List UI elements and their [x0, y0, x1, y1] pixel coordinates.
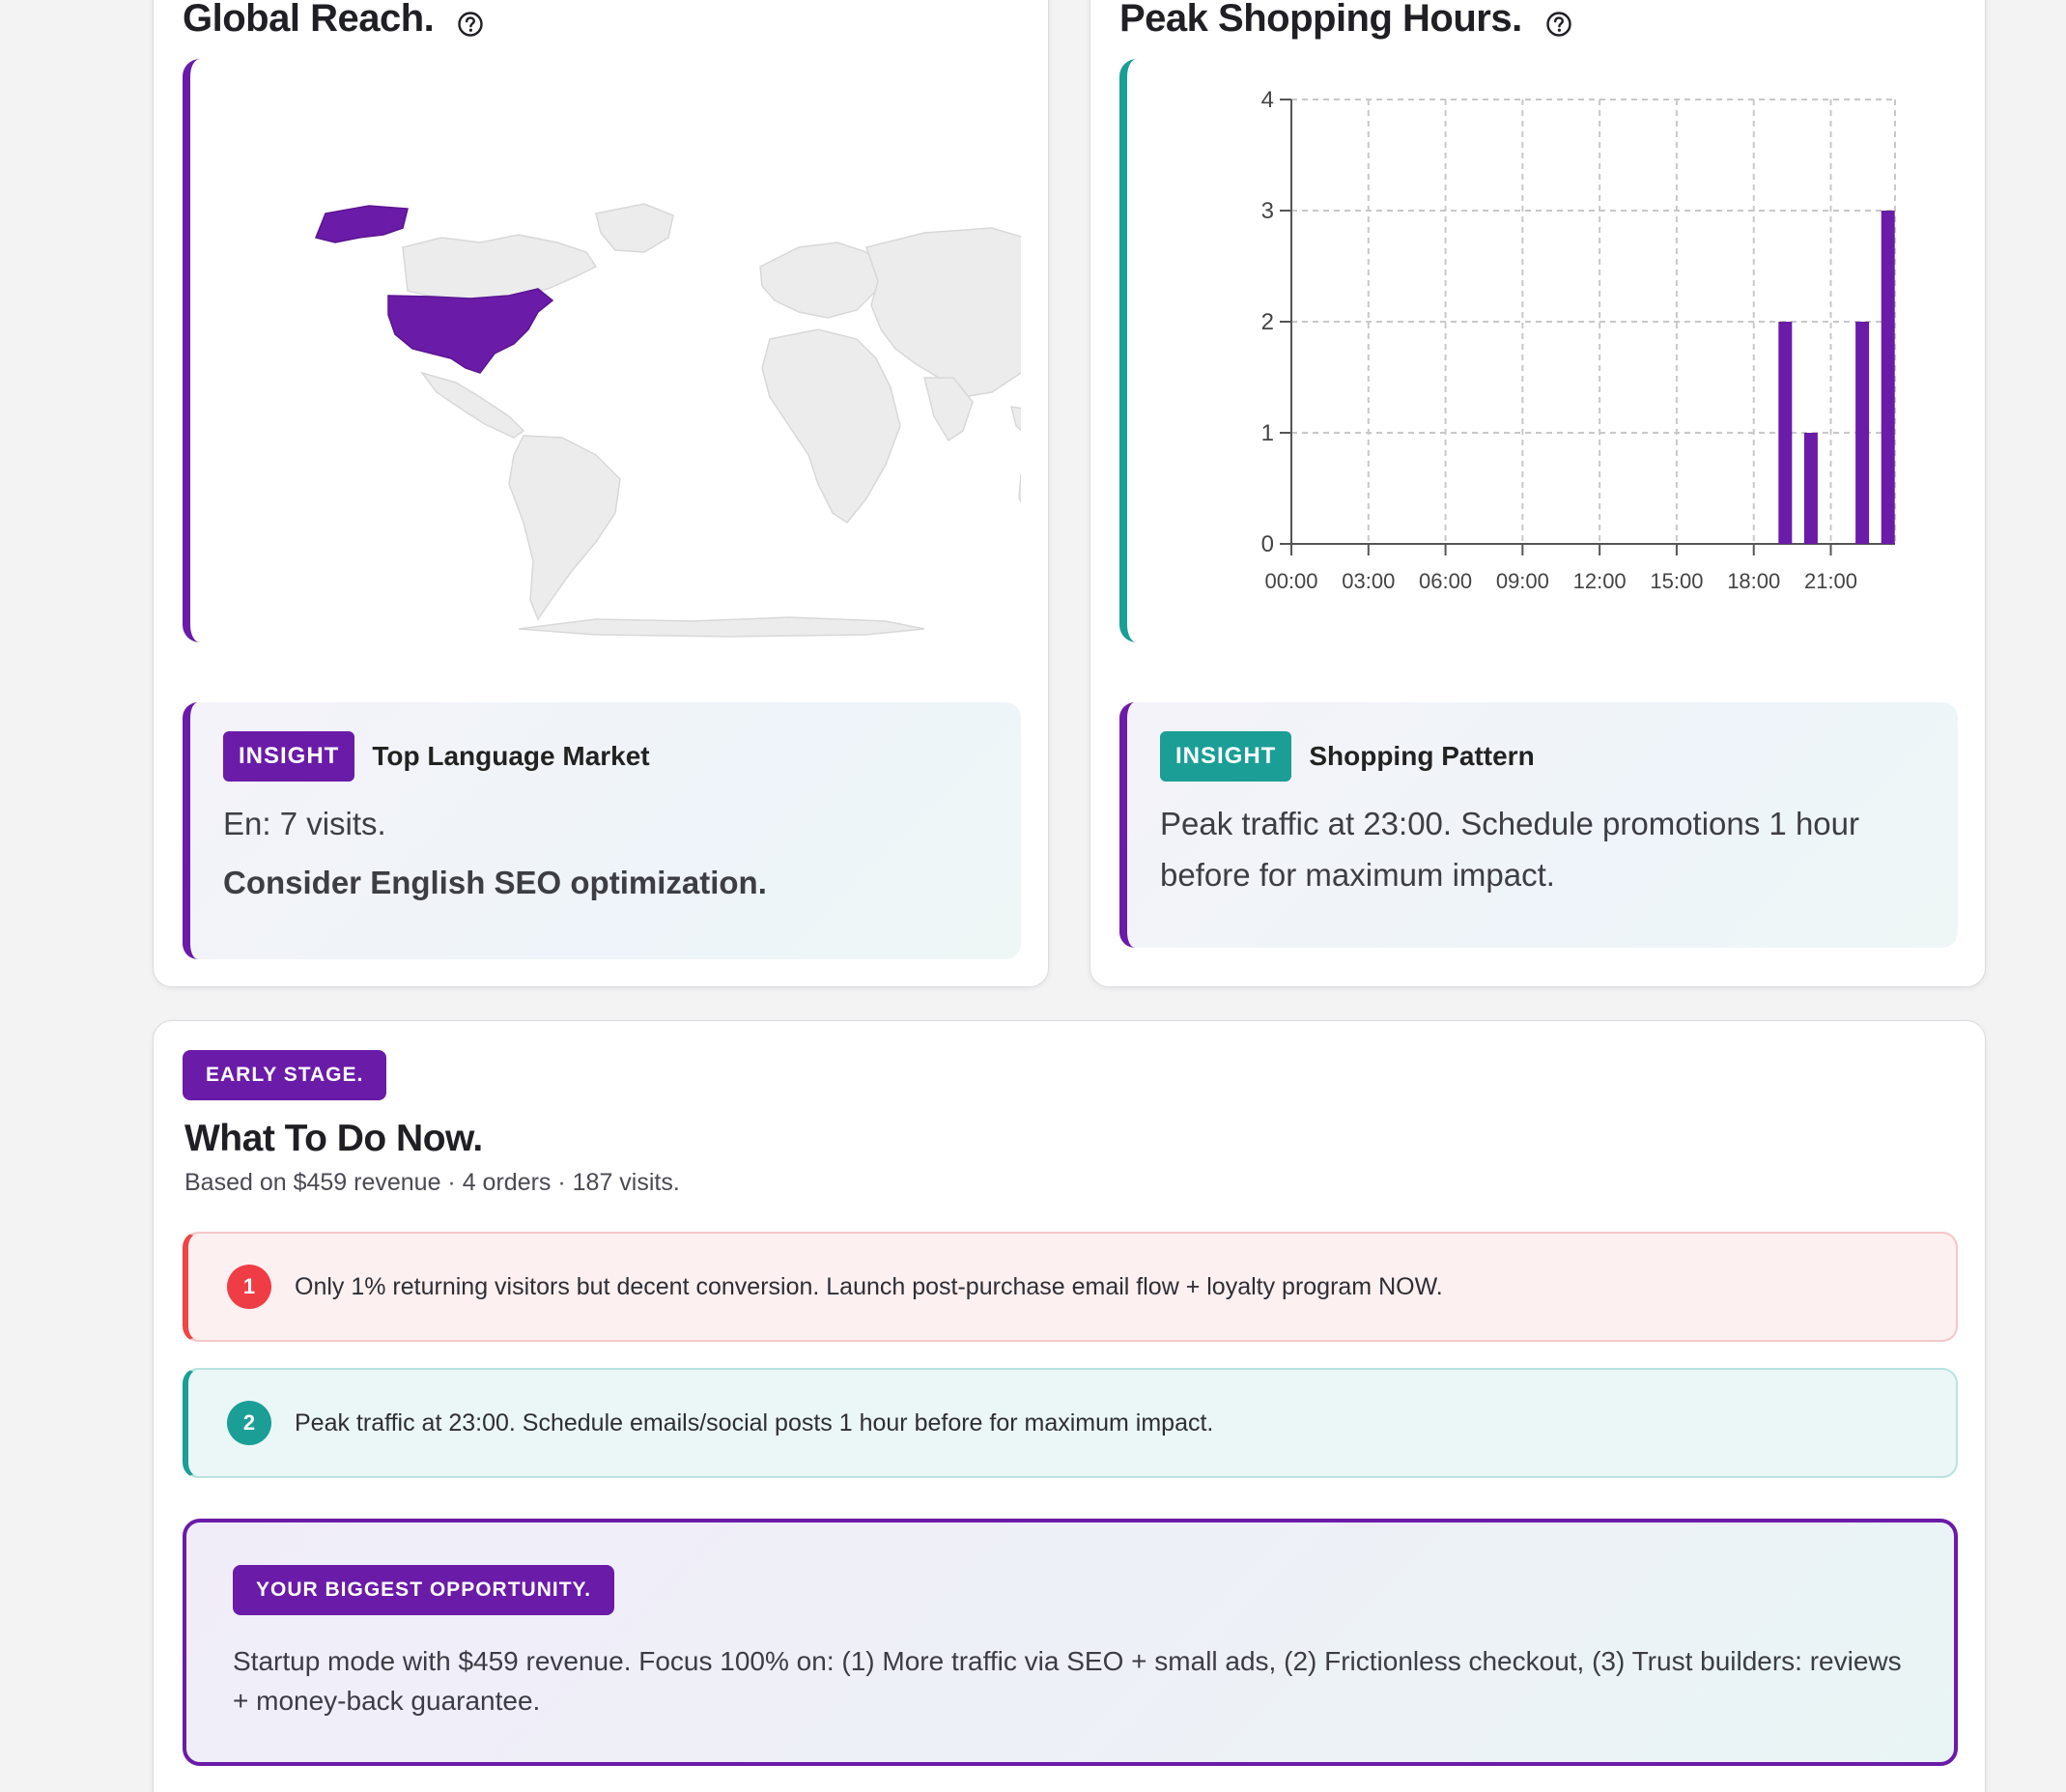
x-tick-label: 06:00	[1419, 569, 1472, 593]
x-tick-label: 18:00	[1727, 569, 1780, 593]
action-text: Only 1% returning visitors but decent co…	[295, 1272, 1443, 1300]
question-circle-icon[interactable]	[1545, 11, 1572, 38]
action-number-badge: 2	[227, 1401, 271, 1445]
what-to-do-subtitle: Based on $459 revenue · 4 orders · 187 v…	[184, 1169, 680, 1196]
action-number-badge: 1	[227, 1265, 271, 1309]
peak-hours-title: Peak Shopping Hours.	[1119, 0, 1522, 40]
map-canada	[402, 234, 598, 299]
chart-bar[interactable]	[1803, 433, 1818, 544]
map-antarctica	[518, 616, 925, 638]
question-circle-icon[interactable]	[457, 11, 484, 38]
chart-bars	[1778, 211, 1895, 544]
peak-hours-insight: INSIGHT Shopping Pattern Peak traffic at…	[1119, 702, 1958, 948]
map-australia	[1018, 463, 1048, 528]
world-map-panel	[183, 59, 1048, 642]
y-tick-label: 1	[1261, 420, 1274, 446]
insight-title: Top Language Market	[372, 741, 650, 771]
map-alaska	[314, 205, 409, 243]
insight-header: INSIGHT Top Language Market	[223, 731, 988, 782]
map-india	[923, 377, 974, 442]
map-central-america	[420, 371, 525, 439]
map-usa-highlight	[314, 205, 554, 374]
chart-bar[interactable]	[1855, 322, 1870, 544]
peak-hours-chart[interactable]: 0 1 2 3 4 00:00 03:00 06:00 09:00 12:00 15:00 18:00…	[1127, 59, 1958, 642]
biggest-opportunity-panel: YOUR BIGGEST OPPORTUNITY. Startup mode w…	[183, 1519, 1958, 1766]
opportunity-badge: YOUR BIGGEST OPPORTUNITY.	[233, 1565, 615, 1615]
chart-bar[interactable]	[1778, 322, 1793, 544]
x-tick-label: 03:00	[1342, 569, 1395, 593]
map-africa	[761, 328, 901, 525]
chart-bar[interactable]	[1881, 211, 1895, 544]
y-tick-label: 0	[1261, 531, 1274, 557]
x-tick-label: 00:00	[1264, 569, 1317, 593]
action-text: Peak traffic at 23:00. Schedule emails/s…	[295, 1408, 1214, 1436]
y-tick-label: 3	[1261, 198, 1274, 224]
insight-badge: INSIGHT	[1160, 731, 1292, 782]
insight-line-visits: En: 7 visits.	[223, 806, 386, 841]
peak-hours-card: Peak Shopping Hours. 0 1 2 3 4 00:00 03:00 06:0…	[1090, 0, 1986, 987]
chart-axes	[1280, 99, 1895, 555]
x-tick-label: 15:00	[1650, 569, 1703, 593]
insight-header: INSIGHT Shopping Pattern	[1160, 731, 1925, 782]
opportunity-text: Startup mode with $459 revenue. Focus 10…	[233, 1646, 1902, 1716]
action-item-1[interactable]: 1 Only 1% returning visitors but decent …	[183, 1232, 1958, 1342]
map-south-america	[508, 435, 621, 621]
global-reach-insight: INSIGHT Top Language Market En: 7 visits…	[183, 702, 1021, 959]
insight-pattern-text: Peak traffic at 23:00. Schedule promotio…	[1160, 806, 1860, 893]
map-se-asia	[1009, 406, 1048, 444]
map-europe	[759, 242, 887, 319]
stage-badge: EARLY STAGE.	[183, 1050, 387, 1100]
what-to-do-card: EARLY STAGE. What To Do Now. Based on $4…	[153, 1020, 1986, 1792]
insight-title: Shopping Pattern	[1309, 741, 1535, 771]
world-map[interactable]	[190, 59, 1048, 642]
map-greenland	[595, 203, 674, 253]
action-item-2[interactable]: 2 Peak traffic at 23:00. Schedule emails…	[183, 1368, 1958, 1478]
map-asia	[865, 227, 1048, 398]
global-reach-title-row: Global Reach.	[183, 0, 484, 41]
peak-hours-chart-panel: 0 1 2 3 4 00:00 03:00 06:00 09:00 12:00 15:00 18:00…	[1119, 59, 1958, 642]
peak-hours-title-row: Peak Shopping Hours.	[1119, 0, 1572, 41]
x-tick-label: 09:00	[1496, 569, 1549, 593]
chart-grid	[1290, 99, 1896, 544]
insight-badge: INSIGHT	[223, 731, 355, 782]
y-tick-label: 2	[1261, 309, 1274, 335]
global-reach-title: Global Reach.	[183, 0, 435, 40]
map-usa	[387, 288, 554, 374]
chart-tick-labels: 0 1 2 3 4 00:00 03:00 06:00 09:00 12:00 15:00 18:00…	[1261, 87, 1857, 593]
x-tick-label: 12:00	[1573, 569, 1627, 593]
global-reach-card: Global Reach.	[153, 0, 1049, 987]
map-countries	[402, 203, 1048, 638]
y-tick-label: 4	[1261, 87, 1274, 113]
x-tick-label: 21:00	[1804, 569, 1857, 593]
what-to-do-title: What To Do Now.	[184, 1118, 483, 1159]
insight-line-recommendation: Consider English SEO optimization.	[223, 864, 767, 900]
